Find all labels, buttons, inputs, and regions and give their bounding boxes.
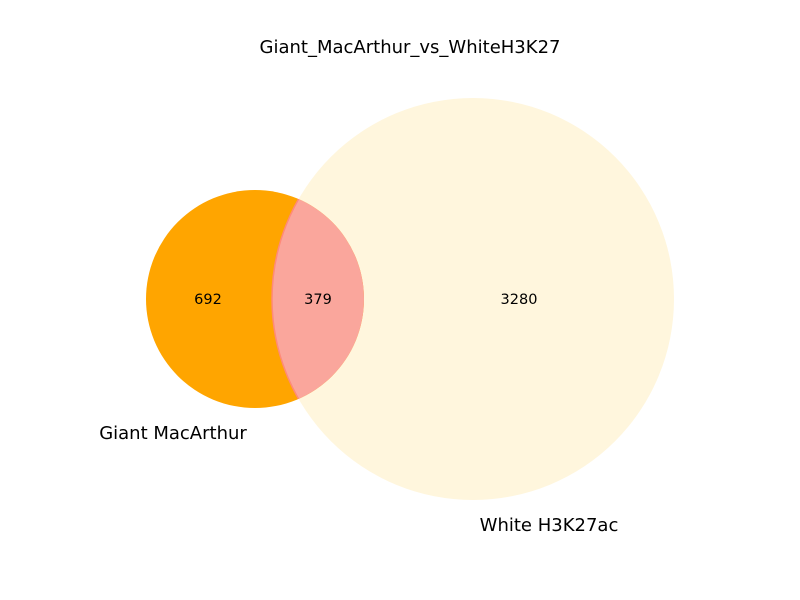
chart-title: Giant_MacArthur_vs_WhiteH3K27	[260, 37, 561, 58]
count-only-giant-macarthur: 692	[194, 292, 222, 308]
set-label-giant-macarthur: Giant MacArthur	[99, 423, 247, 444]
count-only-white-h3k27ac: 3280	[501, 292, 538, 308]
set-label-white-h3k27ac: White H3K27ac	[480, 515, 619, 536]
set-circle-white-h3k27ac	[272, 98, 674, 500]
count-intersection: 379	[304, 292, 332, 308]
intersection-region	[271, 190, 364, 408]
